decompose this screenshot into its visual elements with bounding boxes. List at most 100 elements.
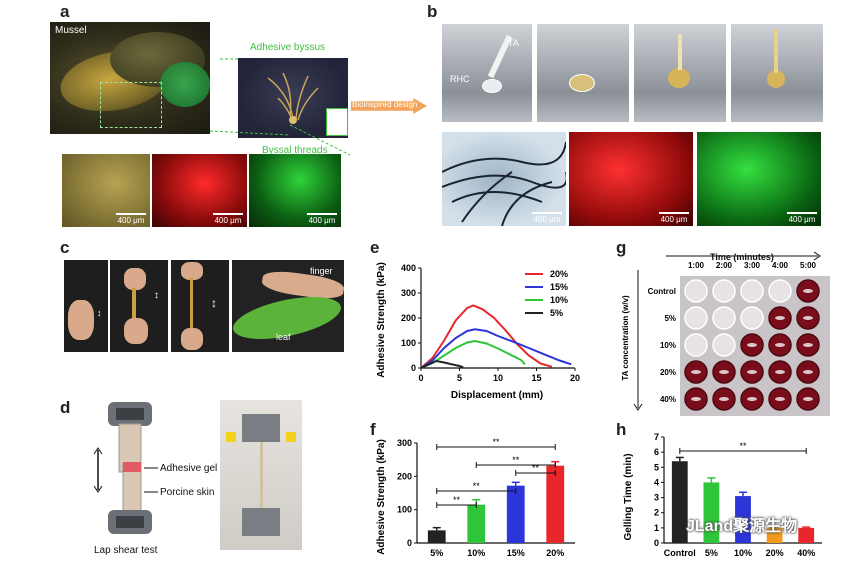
h-bar (766, 527, 783, 543)
scale-bar: 400 μm (307, 213, 337, 225)
scale-bar: 400 μm (532, 212, 562, 224)
f-bar (427, 530, 446, 543)
panel-letter-g: g (616, 238, 627, 257)
e-y-tick-label: 100 (401, 338, 416, 348)
e-series-line-2 (420, 339, 526, 369)
h-bar (798, 527, 815, 543)
vial-highlight (775, 343, 785, 347)
hydrogel-red-fluorescence: 400 μm (569, 132, 693, 226)
stretch-photo-2: ↕ (110, 260, 168, 352)
f-x-tick-label: 15% (507, 548, 525, 558)
vial-highlight (719, 397, 729, 401)
f-sig-label: ** (453, 495, 461, 505)
e-y-tick-label: 400 (401, 263, 416, 273)
vial-highlight (775, 316, 785, 320)
chart-e: Adhesive Strength (kPa) Displacement (mm… (376, 262, 580, 401)
byssus-brightfield: 400 μm (62, 154, 150, 227)
e-x-tick-label: 10 (493, 373, 503, 383)
f-y-tick-label: 200 (397, 471, 412, 481)
hydrogel-brightfield: 400 μm (442, 132, 566, 226)
leaf-adhesion-photo: finger leaf (232, 260, 344, 352)
time-tick-label: 2:00 (716, 261, 733, 270)
f-y-tick-label: 100 (397, 505, 412, 515)
vial-highlight (803, 343, 813, 347)
f-sig-label: ** (512, 455, 520, 465)
vial-highlight (803, 289, 813, 293)
h-x-tick-label: 20% (766, 548, 784, 558)
byssal-threads-label: Byssal threads (262, 145, 328, 156)
rhc-label: RHC (450, 74, 470, 84)
e-legend-label: 20% (550, 269, 568, 279)
panel-letter-d: d (60, 398, 71, 417)
vial-highlight (803, 316, 813, 320)
vial-empty (740, 306, 764, 330)
f-bar (506, 485, 525, 543)
vial-empty (684, 333, 708, 357)
f-x-tick-label: 10% (467, 548, 485, 558)
adhesive-gel-label: Adhesive gel (160, 463, 218, 474)
f-y-tick-label: 300 (397, 438, 412, 448)
chart-e-ylabel: Adhesive Strength (kPa) (376, 262, 387, 378)
time-tick-label: 1:00 (688, 261, 705, 270)
h-sig-label: ** (739, 441, 747, 451)
e-series-line-3 (420, 359, 464, 369)
adhesion-step-2 (537, 24, 629, 122)
e-legend-label: 5% (550, 308, 563, 318)
panel-letter-h: h (616, 420, 627, 439)
vial-grid: TA concentration (w/v) 1:00 2:00 3:00 4:00 5… (621, 251, 830, 416)
vial-highlight (775, 370, 785, 374)
lap-shear-caption: Lap shear test (94, 545, 158, 556)
vial-highlight (719, 370, 729, 374)
vial-highlight (747, 370, 757, 374)
stretch-photo-3: ↕ (171, 260, 229, 352)
e-y-tick-label: 200 (401, 313, 416, 323)
scale-bar: 400 μm (659, 212, 689, 224)
mussel-label: Mussel (55, 25, 87, 36)
time-tick-label: 5:00 (800, 261, 817, 270)
e-y-tick-label: 0 (411, 363, 416, 373)
f-bar (546, 465, 565, 543)
vial-highlight (775, 397, 785, 401)
e-y-tick-label: 300 (401, 288, 416, 298)
h-y-tick-label: 6 (654, 447, 659, 457)
finger-label: finger (310, 266, 333, 276)
vial-empty (684, 306, 708, 330)
hydrogel-green-fluorescence: 400 μm (697, 132, 821, 226)
concentration-row-label: 5% (664, 314, 676, 323)
time-tick-label: 3:00 (744, 261, 761, 270)
vial-empty (712, 279, 736, 303)
h-y-tick-label: 0 (654, 538, 659, 548)
e-series-line-1 (420, 328, 572, 369)
vial-empty (712, 333, 736, 357)
vial-highlight (803, 397, 813, 401)
vial-highlight (747, 397, 757, 401)
chart-e-xlabel: Displacement (mm) (451, 390, 543, 401)
concentration-row-label: 40% (660, 395, 676, 404)
h-y-tick-label: 2 (654, 508, 659, 518)
concentration-row-label: 20% (660, 368, 676, 377)
f-bar (467, 504, 486, 543)
concentration-row-label: Control (648, 287, 676, 296)
byssus-red-fluorescence: 400 μm (152, 154, 247, 227)
e-x-tick-label: 20 (570, 373, 580, 383)
concentration-axis-label: TA concentration (w/v) (621, 295, 630, 381)
scale-bar: 400 μm (787, 212, 817, 224)
h-y-tick-label: 1 (654, 523, 659, 533)
h-x-tick-label: Control (664, 548, 696, 558)
mussel-photo: Mussel (50, 22, 210, 134)
bioinspired-design-label: Bioinspired design (352, 100, 418, 109)
porcine-skin-label: Porcine skin (160, 487, 215, 498)
e-x-tick-label: 0 (418, 373, 423, 383)
chart-h-ylabel: Gelling Time (min) (623, 453, 634, 540)
byssus-photo (238, 58, 348, 138)
h-x-tick-label: 40% (797, 548, 815, 558)
adhesion-step-1: TA RHC (442, 24, 532, 122)
adhesion-step-4 (731, 24, 823, 122)
vial-empty (712, 306, 736, 330)
h-y-tick-label: 3 (654, 493, 659, 503)
adhesive-byssus-label: Adhesive byssus (250, 42, 326, 53)
h-x-tick-label: 5% (705, 548, 718, 558)
chart-f: Adhesive Strength (kPa) 0 100 200 300 5% 10% 1… (376, 437, 575, 558)
panel-letter-c: c (60, 238, 70, 257)
vial-highlight (803, 370, 813, 374)
